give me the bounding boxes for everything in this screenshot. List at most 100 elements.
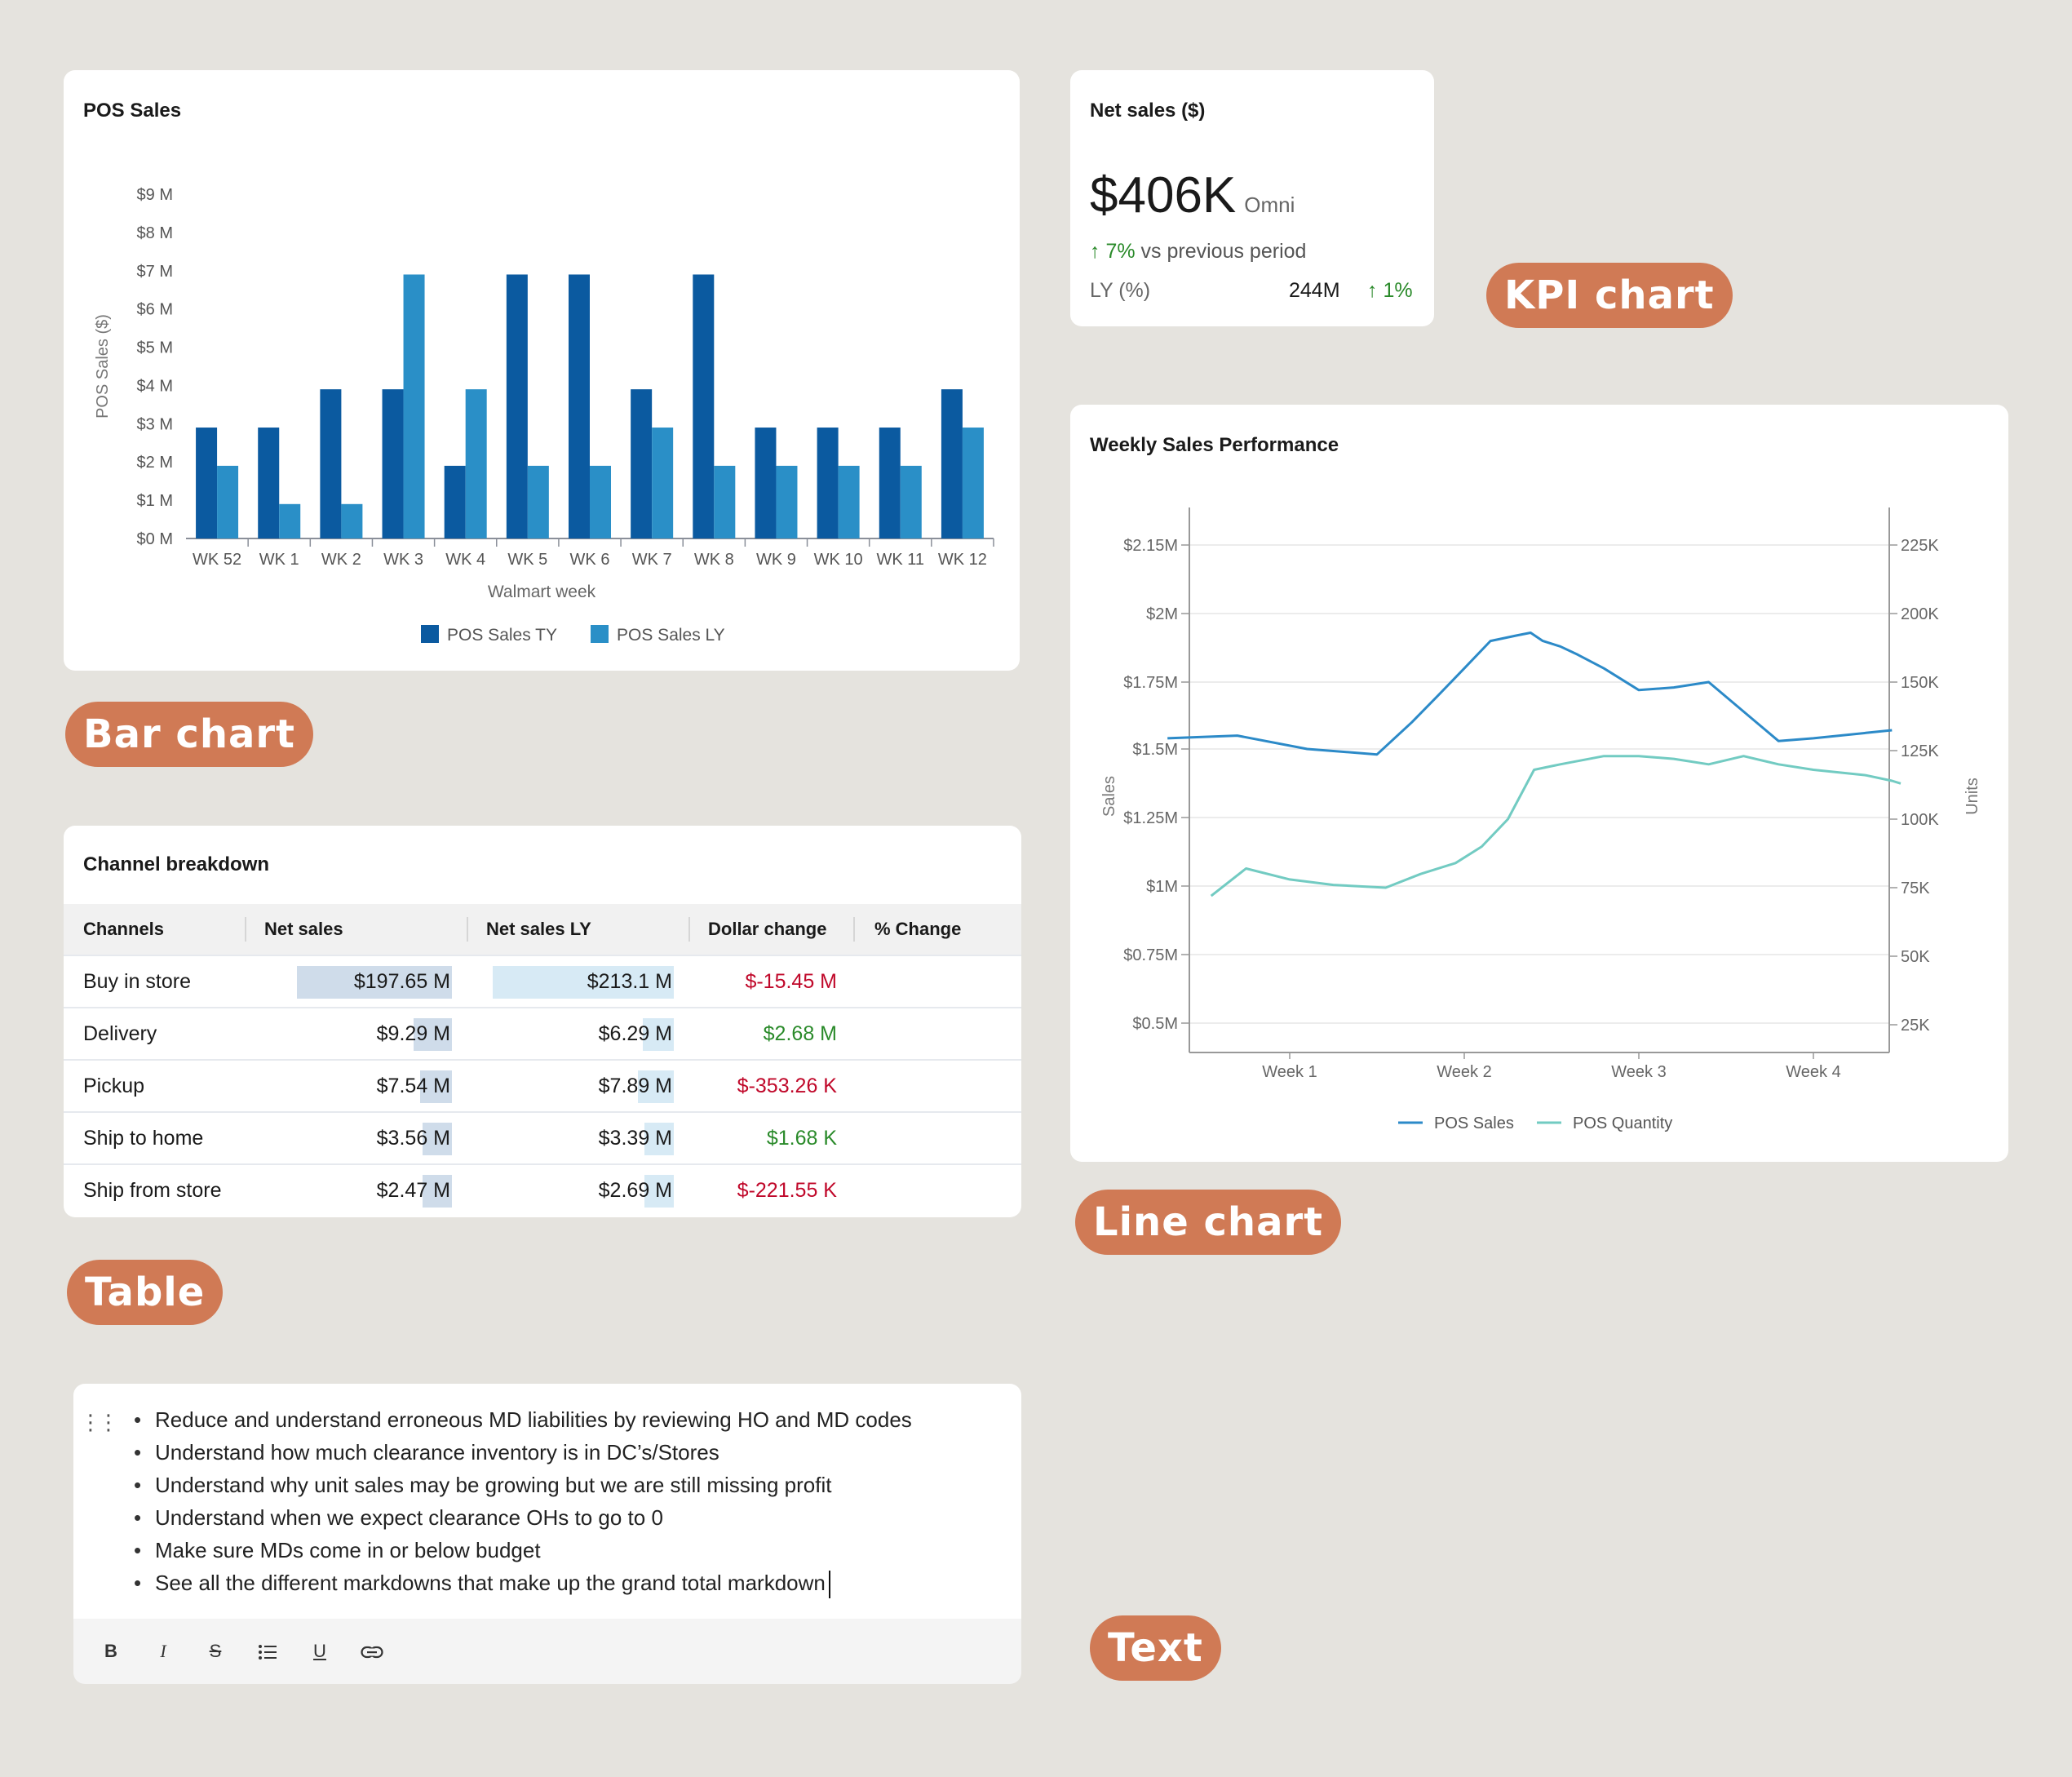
x-tick-label: WK 9: [756, 551, 796, 569]
column-divider[interactable]: [245, 917, 246, 942]
column-header-channels[interactable]: Channels: [83, 919, 165, 939]
y-tick-label: $7 M: [137, 263, 173, 281]
legend-label[interactable]: POS Sales TY: [447, 626, 557, 645]
underline-button[interactable]: U: [313, 1641, 326, 1661]
column-header-dollar-change[interactable]: Dollar change: [708, 919, 827, 939]
bar[interactable]: [506, 274, 528, 538]
column-header-pct-change[interactable]: % Change: [874, 919, 962, 939]
bullet-item[interactable]: Reduce and understand erroneous MD liabi…: [134, 1403, 912, 1436]
bar[interactable]: [962, 428, 984, 538]
x-tick-label: WK 7: [632, 551, 672, 569]
bar[interactable]: [652, 428, 674, 538]
column-divider[interactable]: [467, 917, 468, 942]
x-tick-label: Week 4: [1786, 1063, 1840, 1081]
bullet-item[interactable]: Understand how much clearance inventory …: [134, 1436, 912, 1469]
bar[interactable]: [590, 465, 611, 538]
cell-pct-change: 5%: [874, 1113, 1021, 1163]
bar[interactable]: [403, 274, 425, 538]
y-left-axis-label: Sales: [1100, 776, 1118, 817]
table-row[interactable]: Buy in store $197.65 M $213.1 M $-15.45 M -7…: [64, 955, 1021, 1007]
bar[interactable]: [196, 428, 218, 538]
cell-dollar-change: $1.68 K: [766, 1127, 837, 1150]
cell-dollar-change: $-353.26 K: [737, 1075, 837, 1097]
bar[interactable]: [714, 465, 736, 538]
pos-sales-bar-chart: $0 M $1 M $2 M $3 M $4 M $5 M $6 M $7 M $8 M $9 M…: [94, 186, 994, 645]
kpi-title: Net sales ($): [1090, 100, 1206, 122]
bar[interactable]: [217, 465, 239, 538]
column-header-net-sales[interactable]: Net sales: [264, 919, 343, 939]
bullet-text: Understand how much clearance inventory …: [155, 1440, 719, 1465]
bar[interactable]: [444, 465, 466, 538]
cell-net-sales-ly: $213.1 M: [587, 970, 672, 993]
cell-net-sales-ly: $7.89 M: [598, 1075, 672, 1097]
table-row[interactable]: Delivery $9.29 M $6.29 M $2.68 M 41%: [64, 1007, 1021, 1059]
bullet-list-button[interactable]: [251, 1635, 284, 1668]
cell-dollar-change: $-15.45 M: [745, 970, 837, 993]
cell-pct-change: -7%: [874, 956, 1021, 1007]
bar[interactable]: [569, 274, 590, 538]
table-row[interactable]: Ship to home $3.56 M $3.39 M $1.68 K 5%: [64, 1111, 1021, 1163]
bullet-item[interactable]: Understand why unit sales may be growing…: [134, 1469, 912, 1501]
column-header-net-sales-ly[interactable]: Net sales LY: [486, 919, 591, 939]
legend-label[interactable]: POS Sales LY: [617, 626, 725, 645]
bar[interactable]: [879, 428, 901, 538]
bar[interactable]: [755, 428, 777, 538]
bar[interactable]: [382, 389, 404, 538]
bar[interactable]: [776, 465, 798, 538]
kpi-change-text: vs previous period: [1140, 240, 1307, 263]
bar[interactable]: [900, 465, 922, 538]
bar[interactable]: [838, 465, 860, 538]
bar[interactable]: [817, 428, 839, 538]
table-row[interactable]: Pickup $7.54 M $7.89 M $-353.26 K -4%: [64, 1059, 1021, 1111]
x-tick-label: WK 4: [445, 551, 485, 569]
cell-net-sales: $197.65 M: [353, 970, 450, 993]
series-line-pos-quantity[interactable]: [1210, 755, 1902, 897]
weekly-sales-line-chart: $0.5M $0.75M $1M $1.25M $1.5M $1.75M $2M $2.15M…: [1100, 507, 1981, 1132]
bullet-item[interactable]: Understand when we expect clearance OHs …: [134, 1501, 912, 1534]
bar[interactable]: [631, 389, 653, 538]
bar[interactable]: [693, 274, 715, 538]
bullet-item[interactable]: See all the different markdowns that mak…: [134, 1567, 912, 1599]
text-editor-body[interactable]: ⋮⋮ Reduce and understand erroneous MD li…: [73, 1384, 1021, 1619]
x-tick-label: WK 8: [694, 551, 734, 569]
link-button[interactable]: [356, 1635, 388, 1668]
bar[interactable]: [527, 465, 549, 538]
y-left-tick-label: $1.5M: [1132, 741, 1178, 759]
bar[interactable]: [341, 503, 363, 538]
net-sales-ly-bar: [644, 1123, 674, 1155]
kpi-value-number: $406K: [1090, 167, 1237, 224]
y-tick-label: $8 M: [137, 224, 173, 242]
bar[interactable]: [279, 503, 301, 538]
cell-net-sales: $3.56 M: [376, 1127, 450, 1150]
x-tick-label: WK 1: [259, 551, 299, 569]
drag-handle-icon[interactable]: ⋮⋮: [80, 1410, 119, 1434]
bar[interactable]: [465, 389, 487, 538]
bar-chart-card: POS Sales $0 M $1 M $2 M $3 M $4 M $5 M $6 M $7…: [64, 70, 1020, 671]
italic-button[interactable]: I: [160, 1641, 166, 1661]
bullet-list[interactable]: Reduce and understand erroneous MD liabi…: [134, 1403, 912, 1599]
bullet-item[interactable]: Make sure MDs come in or below budget: [134, 1534, 912, 1567]
kpi-card: Net sales ($) $406K Omni ↑ 7% vs previous…: [1070, 70, 1434, 326]
kpi-ly-label: LY (%): [1090, 279, 1151, 302]
y-right-tick-label: 125K: [1901, 742, 1939, 760]
y-left-tick-label: $0.5M: [1132, 1015, 1178, 1033]
table-row[interactable]: Ship from store $2.47 M $2.69 M $-221.55 K -…: [64, 1163, 1021, 1216]
y-tick-label: $5 M: [137, 339, 173, 357]
column-divider[interactable]: [853, 917, 855, 942]
legend-label[interactable]: POS Quantity: [1573, 1115, 1672, 1132]
bar[interactable]: [320, 389, 342, 538]
series-line-pos-sales[interactable]: [1167, 631, 1893, 756]
column-divider[interactable]: [688, 917, 690, 942]
legend-label[interactable]: POS Sales: [1434, 1115, 1514, 1132]
strikethrough-button[interactable]: S: [209, 1641, 222, 1661]
y-left-tick-label: $1M: [1146, 878, 1178, 896]
bar[interactable]: [941, 389, 963, 538]
x-tick-label: Week 1: [1262, 1063, 1317, 1081]
y-tick-label: $9 M: [137, 186, 173, 204]
kpi-chart-label: KPI chart: [1486, 263, 1733, 328]
cell-channel: Buy in store: [83, 970, 192, 993]
net-sales-ly-bar: [493, 966, 674, 999]
x-tick-label: WK 52: [193, 551, 241, 569]
bar[interactable]: [258, 428, 280, 538]
bold-button[interactable]: B: [104, 1641, 117, 1661]
